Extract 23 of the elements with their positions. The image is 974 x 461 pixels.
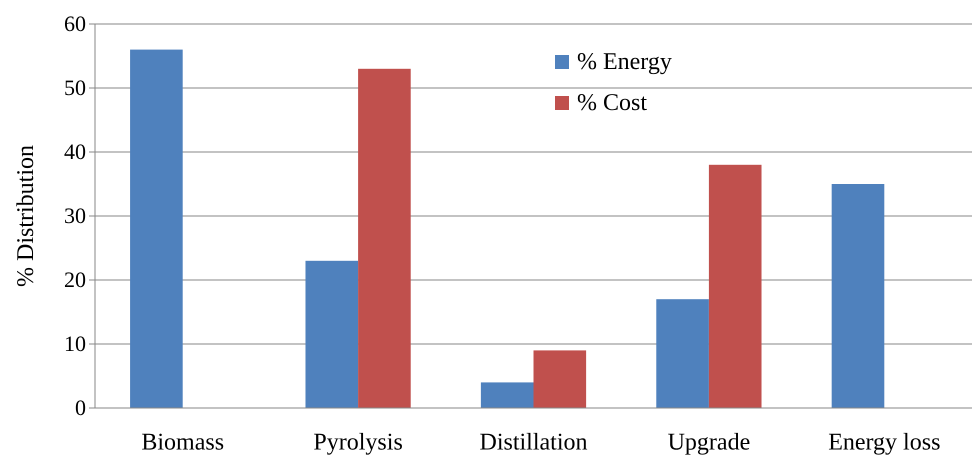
legend-label: % Energy — [577, 49, 672, 75]
x-tick-label: Pyrolysis — [313, 429, 403, 456]
bar — [832, 184, 884, 408]
bar — [305, 260, 358, 408]
bar — [480, 382, 534, 408]
x-tick-label: Energy loss — [828, 429, 940, 456]
bar — [534, 350, 586, 408]
y-tick-label: 30 — [64, 203, 86, 228]
bar — [130, 50, 183, 408]
y-tick-label: 20 — [64, 267, 86, 292]
x-tick-label: Upgrade — [668, 429, 750, 456]
y-tick-label: 50 — [64, 75, 86, 100]
bar — [708, 164, 762, 408]
y-axis-title: % Distribution — [13, 145, 39, 287]
x-tick-label: Biomass — [141, 429, 224, 456]
x-tick-label: Distillation — [480, 429, 588, 456]
y-tick-label: 40 — [64, 139, 86, 164]
y-tick-label: 60 — [64, 11, 86, 36]
y-tick-label: 10 — [64, 331, 86, 356]
bar — [358, 68, 411, 408]
y-tick-label: 0 — [75, 395, 86, 420]
bar — [656, 299, 709, 408]
legend-label: % Cost — [577, 90, 648, 116]
